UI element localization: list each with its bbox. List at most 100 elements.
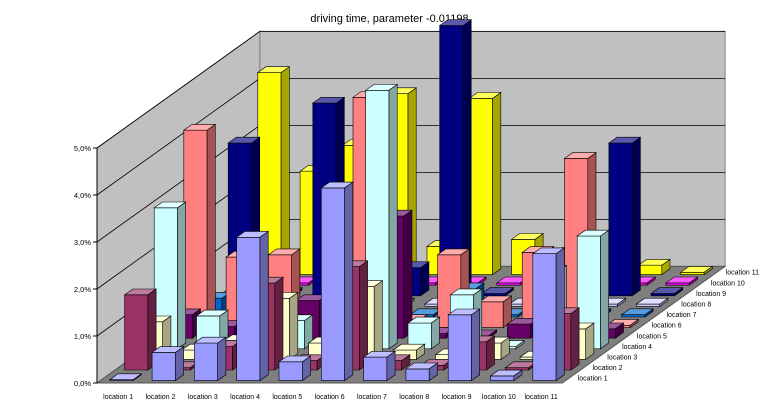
bar-top bbox=[438, 19, 473, 26]
bar bbox=[620, 308, 655, 318]
y-axis: 0,0% 1,0% 2,0% 3,0% 4,0% 5,0% bbox=[74, 144, 98, 388]
y-tick-label: 5,0% bbox=[74, 144, 91, 153]
bar-front bbox=[608, 142, 633, 297]
bar-front bbox=[504, 367, 529, 371]
bar-front bbox=[194, 342, 218, 381]
bar-side bbox=[373, 280, 383, 360]
bar-top bbox=[311, 97, 346, 104]
bar-side bbox=[274, 276, 284, 371]
bar-front bbox=[665, 282, 690, 286]
x-tick-label: location 8 bbox=[399, 394, 429, 401]
bar-top bbox=[392, 343, 426, 351]
bar-front bbox=[636, 303, 661, 307]
bar bbox=[320, 181, 354, 382]
gridline bbox=[96, 30, 726, 149]
y-tick-label: 3,0% bbox=[74, 238, 91, 247]
bar-top bbox=[364, 84, 399, 91]
bar-top bbox=[267, 248, 301, 256]
bar bbox=[478, 295, 513, 329]
bar-side bbox=[280, 66, 290, 276]
bar-top bbox=[227, 136, 261, 144]
bar-side bbox=[403, 209, 413, 339]
bar bbox=[278, 355, 312, 382]
bar-top bbox=[404, 362, 439, 370]
bar bbox=[531, 247, 566, 382]
bar-front bbox=[405, 368, 430, 381]
depth-tick-label: location 10 bbox=[711, 280, 745, 287]
x-tick-label: location 11 bbox=[524, 394, 557, 401]
bar-top bbox=[637, 259, 671, 266]
bar-front bbox=[481, 293, 506, 297]
bar-top bbox=[665, 276, 699, 284]
y-tick-label: 4,0% bbox=[74, 191, 91, 200]
bar bbox=[468, 91, 502, 276]
bar-top bbox=[576, 229, 610, 237]
bar-front bbox=[320, 187, 345, 381]
bar-front bbox=[236, 237, 261, 381]
bar-top bbox=[235, 231, 270, 238]
bar-top bbox=[510, 233, 545, 240]
bar-front bbox=[447, 314, 472, 381]
bar-front bbox=[507, 323, 532, 339]
bar-top bbox=[153, 201, 187, 209]
bar bbox=[404, 362, 439, 382]
bar-top bbox=[607, 136, 642, 144]
depth-tick-label: location 8 bbox=[681, 302, 711, 309]
bar-side bbox=[259, 230, 269, 382]
bar-top bbox=[478, 295, 513, 303]
bar-front bbox=[650, 293, 675, 297]
x-tick-label: location 7 bbox=[357, 394, 387, 401]
bar-side bbox=[359, 260, 368, 371]
depth-axis: location 1 location 2 location 3 location 4… bbox=[578, 270, 759, 383]
bar-front bbox=[468, 98, 493, 275]
bar-top bbox=[193, 336, 227, 344]
x-tick-label: location 5 bbox=[272, 394, 302, 401]
x-tick-label: location 10 bbox=[482, 394, 516, 401]
bar-side bbox=[289, 291, 299, 360]
bar-top bbox=[449, 288, 483, 296]
bar-top bbox=[679, 266, 714, 273]
x-tick-label: location 2 bbox=[145, 394, 175, 401]
bar bbox=[635, 297, 669, 307]
bar bbox=[362, 350, 397, 382]
y-tick-label: 1,0% bbox=[74, 332, 91, 341]
depth-tick-label: location 1 bbox=[578, 376, 608, 383]
bar-top bbox=[407, 316, 441, 324]
bar-front bbox=[479, 301, 504, 328]
bar-side bbox=[177, 201, 186, 350]
depth-tick-label: location 4 bbox=[622, 344, 652, 351]
x-tick-label: location 4 bbox=[230, 394, 260, 401]
bar bbox=[108, 373, 143, 382]
bar-side bbox=[344, 181, 354, 382]
bar-top bbox=[182, 124, 217, 131]
bar-side bbox=[570, 307, 580, 371]
bar-front bbox=[621, 314, 646, 318]
bar-top bbox=[447, 308, 481, 316]
bar-front bbox=[496, 282, 521, 286]
bar-top bbox=[436, 248, 471, 256]
bar-front bbox=[680, 271, 705, 275]
depth-tick-label: location 11 bbox=[726, 270, 759, 277]
bar bbox=[489, 369, 523, 382]
bar-top bbox=[489, 369, 523, 377]
x-tick-label: location 6 bbox=[315, 394, 345, 401]
y-tick-label: 0,0% bbox=[74, 379, 91, 388]
bar-top bbox=[481, 287, 515, 294]
depth-tick-label: location 2 bbox=[593, 365, 623, 372]
bar-top bbox=[563, 152, 597, 159]
bar-front bbox=[363, 356, 388, 381]
depth-tick-label: location 5 bbox=[637, 333, 667, 340]
y-tick-label: 2,0% bbox=[74, 285, 91, 294]
bar-top bbox=[123, 288, 158, 296]
bar-side bbox=[217, 336, 227, 382]
bar-top bbox=[320, 181, 354, 189]
bar-front bbox=[183, 129, 208, 328]
bar-top bbox=[531, 247, 566, 254]
bar-top bbox=[650, 287, 684, 294]
bar bbox=[123, 288, 158, 371]
x-tick-label: location 1 bbox=[103, 394, 133, 401]
bar-front bbox=[278, 361, 303, 381]
bar-front bbox=[490, 375, 515, 381]
bar-front bbox=[638, 264, 663, 275]
x-axis: location 1 location 2 location 3 location 4… bbox=[103, 394, 558, 401]
